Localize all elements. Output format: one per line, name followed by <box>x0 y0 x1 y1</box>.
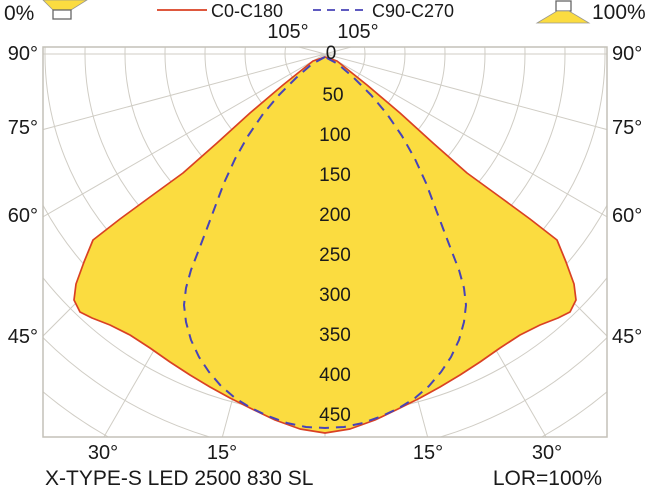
legend-label-c90-c270: C90-C270 <box>372 1 454 21</box>
radial-label-150: 150 <box>319 165 351 186</box>
bottom-angle-30-left: 30° <box>88 442 118 464</box>
radial-label-200: 200 <box>319 205 351 226</box>
downward-light-icon <box>535 0 591 24</box>
legend-label-c0-c180: C0-C180 <box>211 1 283 21</box>
radial-label-450: 450 <box>319 405 351 426</box>
curve-c0-c180-filled <box>73 56 577 434</box>
curve-c90-c270-dashed <box>183 56 467 429</box>
angle-labels: 105° 105° 90° 75° 60° 45° 90° 75° 60° 45… <box>8 21 643 464</box>
right-angle-60: 60° <box>612 205 642 227</box>
right-angle-75: 75° <box>612 117 642 139</box>
downward-light-percentage: 100% <box>592 1 646 24</box>
down-light-fixture <box>555 0 572 12</box>
bottom-angle-15-left: 15° <box>207 442 237 464</box>
right-angle-45: 45° <box>612 326 642 348</box>
distribution-curves <box>73 56 577 434</box>
radial-value-labels: 0 50 100 150 200 250 300 350 400 450 <box>319 43 351 426</box>
up-light-fixture <box>52 9 72 20</box>
left-angle-60: 60° <box>8 205 38 227</box>
radial-label-350: 350 <box>319 325 351 346</box>
right-angle-90: 90° <box>612 43 642 65</box>
radial-label-400: 400 <box>319 365 351 386</box>
radial-label-50: 50 <box>322 85 343 106</box>
top-angle-label-right: 105° <box>337 21 378 43</box>
left-angle-45: 45° <box>8 326 38 348</box>
radial-label-0: 0 <box>326 43 337 64</box>
upward-light-percentage: 0% <box>4 2 34 25</box>
top-angle-label-left: 105° <box>267 21 308 43</box>
legend: C0-C180 C90-C270 <box>157 1 454 21</box>
luminaire-title: X-TYPE-S LED 2500 830 SL <box>45 467 313 490</box>
left-angle-75: 75° <box>8 117 38 139</box>
down-light-cone <box>535 10 591 24</box>
left-angle-90: 90° <box>8 43 38 65</box>
radial-label-300: 300 <box>319 285 351 306</box>
radial-label-250: 250 <box>319 245 351 266</box>
lor-value: LOR=100% <box>493 467 602 490</box>
bottom-angle-15-right: 15° <box>413 442 443 464</box>
upward-light-icon <box>42 0 88 20</box>
radial-label-100: 100 <box>319 125 351 146</box>
plot-border <box>42 46 608 438</box>
bottom-angle-30-right: 30° <box>532 442 562 464</box>
up-light-cone <box>42 0 88 11</box>
